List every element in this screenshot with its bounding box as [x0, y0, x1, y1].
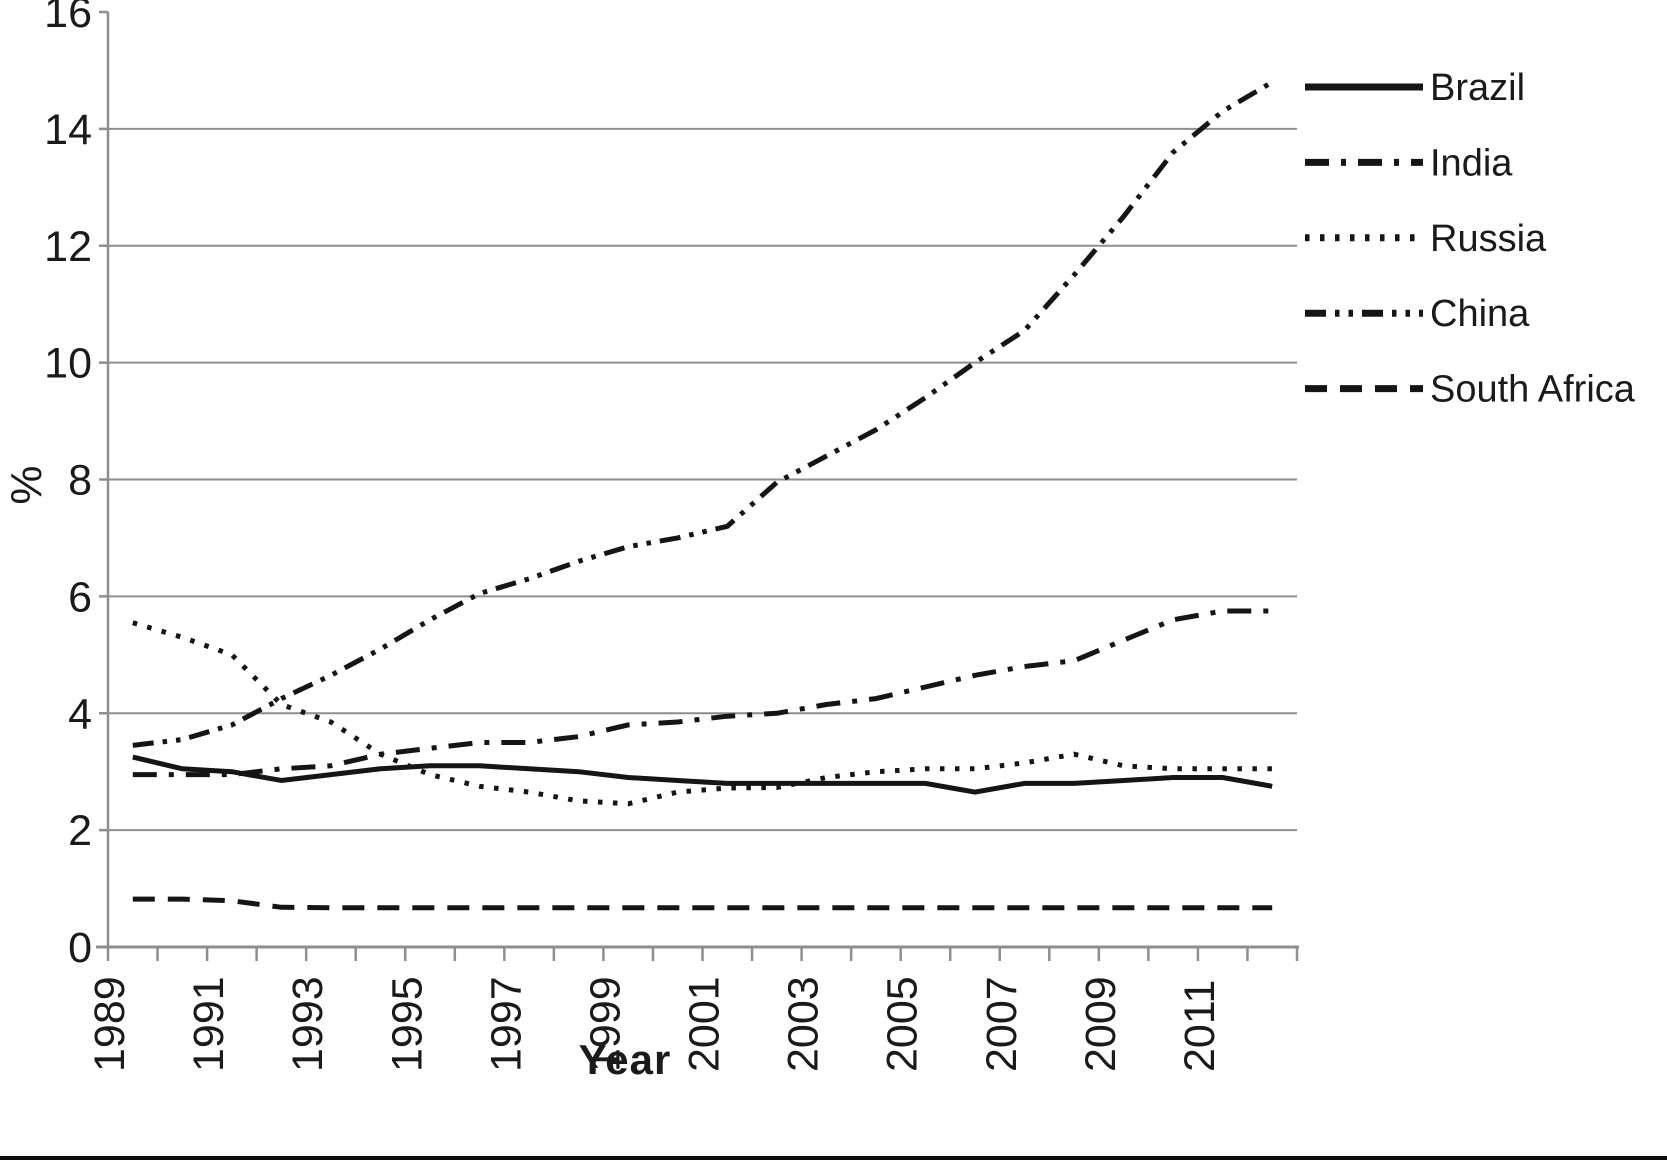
series-line-india — [132, 608, 1273, 778]
x-tick-label: 1999 — [581, 976, 629, 1072]
y-axis-title: % — [2, 465, 51, 505]
legend-label-russia: Russia — [1430, 218, 1547, 260]
series-line-china — [132, 79, 1274, 748]
legend-label-south-africa: South Africa — [1430, 369, 1636, 411]
x-tick-label: 2005 — [879, 976, 927, 1072]
legend-label-brazil: Brazil — [1430, 67, 1525, 109]
x-tick-label: 1995 — [383, 976, 431, 1072]
x-tick-label: 1993 — [284, 976, 332, 1072]
x-tick-label: 2007 — [978, 976, 1026, 1072]
series-line-south-africa — [132, 896, 1273, 911]
y-tick-label: 12 — [44, 223, 92, 271]
y-tick-label: 10 — [44, 340, 92, 388]
x-axis-title: Year — [578, 1036, 672, 1083]
y-tick-label: 8 — [68, 457, 92, 505]
x-tick-label: 1989 — [86, 976, 134, 1072]
x-tick-label: 2003 — [780, 976, 828, 1072]
series-line-brazil — [132, 754, 1273, 795]
y-tick-label: 14 — [44, 106, 92, 154]
x-tick-label: 2001 — [681, 976, 729, 1072]
y-tick-label: 6 — [68, 573, 92, 621]
series-line-russia — [132, 620, 1273, 807]
x-tick-label: 2009 — [1077, 976, 1125, 1072]
y-tick-label: 2 — [68, 807, 92, 855]
y-tick-label: 4 — [68, 690, 92, 738]
legend-label-india: India — [1430, 142, 1513, 184]
y-tick-label: 0 — [68, 924, 92, 972]
x-tick-label: 1997 — [482, 976, 530, 1072]
y-tick-label: 16 — [44, 0, 92, 37]
x-tick-label: 2011 — [1176, 980, 1224, 1072]
x-tick-label: 1991 — [185, 976, 233, 1072]
bottom-rule — [0, 1156, 1667, 1160]
legend-label-china: China — [1430, 293, 1530, 335]
